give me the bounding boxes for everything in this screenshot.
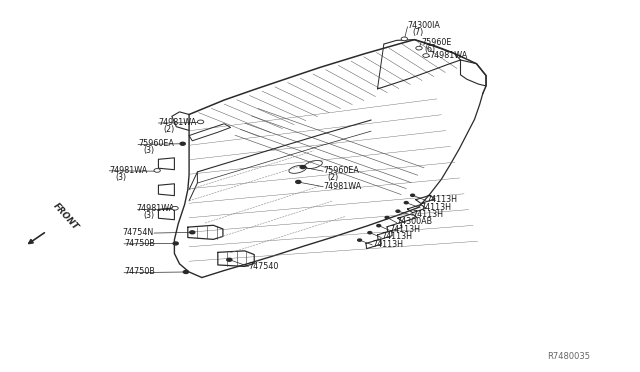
- Circle shape: [396, 210, 400, 212]
- Circle shape: [172, 206, 178, 210]
- Circle shape: [423, 54, 429, 57]
- Circle shape: [404, 202, 408, 204]
- Text: 747540: 747540: [248, 262, 279, 270]
- Text: 74981WA: 74981WA: [137, 204, 175, 213]
- Text: 74113H: 74113H: [381, 232, 412, 241]
- Text: (2): (2): [328, 173, 339, 182]
- Circle shape: [197, 120, 204, 124]
- Circle shape: [385, 217, 389, 219]
- Text: 74113H: 74113H: [413, 210, 444, 219]
- Circle shape: [227, 258, 232, 261]
- Text: R7480035: R7480035: [547, 352, 589, 361]
- Text: 74981WA: 74981WA: [109, 166, 147, 174]
- Text: 74113H: 74113H: [372, 240, 403, 249]
- Text: (3): (3): [116, 173, 127, 182]
- Circle shape: [416, 46, 422, 50]
- Text: 74750B: 74750B: [124, 238, 155, 248]
- Text: 74113H: 74113H: [389, 225, 420, 234]
- Circle shape: [377, 225, 381, 227]
- Text: (6): (6): [424, 45, 435, 54]
- Text: 75960EA: 75960EA: [323, 166, 359, 175]
- Text: 74300IA: 74300IA: [408, 22, 440, 31]
- Circle shape: [300, 166, 305, 169]
- Text: 74981WA: 74981WA: [323, 182, 362, 190]
- Text: 75960E: 75960E: [421, 38, 451, 47]
- Text: (3): (3): [143, 211, 154, 220]
- Circle shape: [358, 239, 362, 241]
- Circle shape: [183, 270, 188, 273]
- Circle shape: [154, 169, 161, 172]
- Circle shape: [411, 194, 415, 196]
- Text: 74754N: 74754N: [122, 228, 154, 237]
- Text: 74113H: 74113H: [420, 203, 451, 212]
- Text: 75960EA: 75960EA: [138, 139, 174, 148]
- Circle shape: [189, 231, 195, 234]
- Text: 74300AB: 74300AB: [397, 218, 433, 227]
- Text: (7): (7): [413, 28, 424, 38]
- Circle shape: [368, 232, 372, 234]
- Circle shape: [173, 242, 178, 245]
- Circle shape: [180, 142, 185, 145]
- Text: (2): (2): [164, 125, 175, 134]
- Text: 74113H: 74113H: [426, 195, 457, 204]
- Text: (3): (3): [144, 146, 155, 155]
- Text: 74981WA: 74981WA: [430, 51, 468, 60]
- Text: 74750B: 74750B: [124, 267, 155, 276]
- Text: FRONT: FRONT: [52, 202, 81, 232]
- Circle shape: [401, 37, 408, 41]
- Text: 74981WA: 74981WA: [159, 118, 196, 127]
- Circle shape: [296, 180, 301, 183]
